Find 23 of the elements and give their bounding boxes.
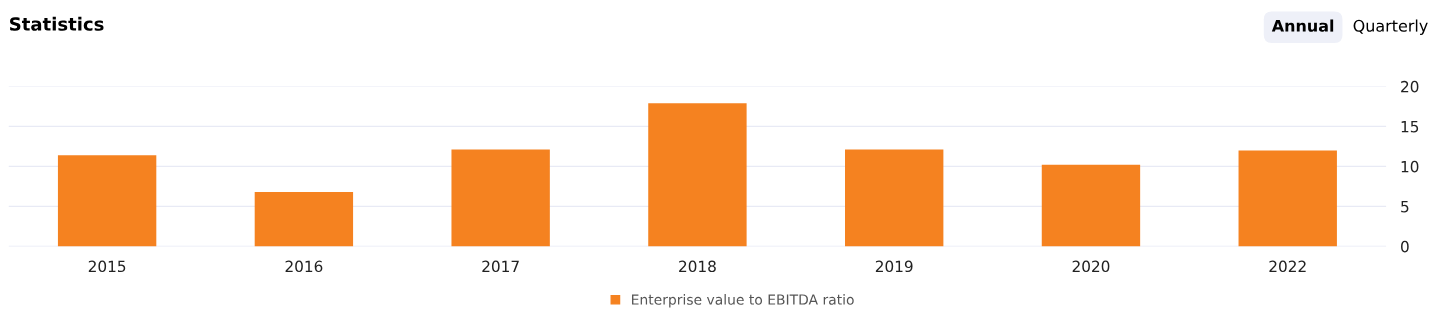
x-tick-label: 2018: [679, 260, 716, 273]
x-tick-label: 2020: [1072, 260, 1110, 273]
bar: [648, 103, 747, 247]
bar: [1238, 150, 1337, 247]
text: Quarterly: [1353, 19, 1428, 35]
bar: [1041, 164, 1141, 247]
y-tick-label: 10: [1401, 160, 1419, 173]
x-tick-label: 2017: [482, 260, 519, 273]
bar: [254, 192, 354, 247]
y-tick-label: 20: [1401, 80, 1419, 93]
bar: [451, 149, 550, 247]
x-tick-label: 2022: [1269, 260, 1306, 273]
text: Annual: [1271, 19, 1334, 32]
bar: [57, 155, 157, 247]
y-tick-label: 0: [1401, 240, 1409, 253]
y-tick-label: 15: [1401, 121, 1419, 133]
legend-label: Enterprise value to EBITDA ratio: [632, 294, 854, 308]
bar: [845, 149, 944, 247]
chart-title: Statistics: [10, 16, 104, 31]
y-tick-label: 5: [1401, 201, 1409, 213]
x-tick-label: 2019: [875, 260, 913, 273]
x-tick-label: 2016: [285, 260, 323, 273]
x-tick-label: 2015: [88, 260, 126, 273]
